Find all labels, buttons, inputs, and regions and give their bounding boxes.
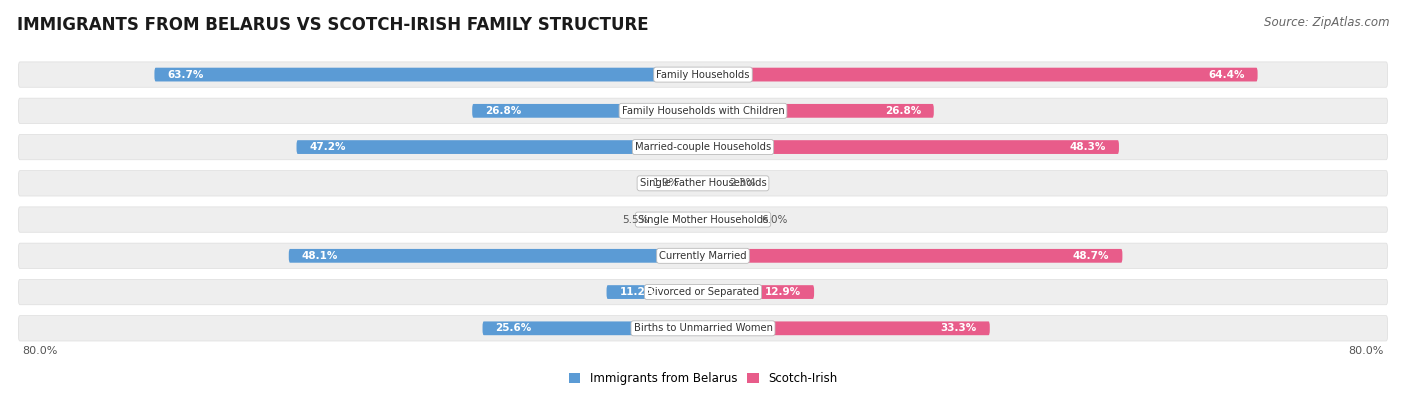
FancyBboxPatch shape [472,104,703,118]
Text: 48.1%: 48.1% [302,251,337,261]
FancyBboxPatch shape [703,177,723,190]
FancyBboxPatch shape [482,322,703,335]
Text: 26.8%: 26.8% [485,106,522,116]
FancyBboxPatch shape [703,140,1119,154]
FancyBboxPatch shape [686,177,703,190]
FancyBboxPatch shape [18,243,1388,269]
Text: Source: ZipAtlas.com: Source: ZipAtlas.com [1264,16,1389,29]
FancyBboxPatch shape [155,68,703,81]
Text: 64.4%: 64.4% [1208,70,1244,79]
Text: 25.6%: 25.6% [495,324,531,333]
Text: 48.3%: 48.3% [1070,142,1107,152]
Text: 48.7%: 48.7% [1073,251,1109,261]
FancyBboxPatch shape [703,68,1257,81]
Text: Married-couple Households: Married-couple Households [636,142,770,152]
Text: 33.3%: 33.3% [941,324,977,333]
Text: IMMIGRANTS FROM BELARUS VS SCOTCH-IRISH FAMILY STRUCTURE: IMMIGRANTS FROM BELARUS VS SCOTCH-IRISH … [17,16,648,34]
Text: 12.9%: 12.9% [765,287,801,297]
Text: 2.3%: 2.3% [730,178,756,188]
FancyBboxPatch shape [655,213,703,226]
Text: Single Mother Households: Single Mother Households [638,214,768,225]
FancyBboxPatch shape [18,134,1388,160]
FancyBboxPatch shape [18,62,1388,87]
FancyBboxPatch shape [297,140,703,154]
Text: 26.8%: 26.8% [884,106,921,116]
FancyBboxPatch shape [18,316,1388,341]
Text: 11.2%: 11.2% [620,287,655,297]
Legend: Immigrants from Belarus, Scotch-Irish: Immigrants from Belarus, Scotch-Irish [564,367,842,389]
Text: 5.5%: 5.5% [623,214,648,225]
FancyBboxPatch shape [18,98,1388,124]
FancyBboxPatch shape [703,322,990,335]
Text: 80.0%: 80.0% [1348,346,1384,356]
Text: 47.2%: 47.2% [309,142,346,152]
Text: Divorced or Separated: Divorced or Separated [647,287,759,297]
FancyBboxPatch shape [18,171,1388,196]
Text: Family Households: Family Households [657,70,749,79]
FancyBboxPatch shape [703,104,934,118]
FancyBboxPatch shape [703,249,1122,263]
Text: Births to Unmarried Women: Births to Unmarried Women [634,324,772,333]
FancyBboxPatch shape [288,249,703,263]
FancyBboxPatch shape [18,279,1388,305]
Text: Currently Married: Currently Married [659,251,747,261]
Text: 1.9%: 1.9% [654,178,679,188]
Text: 63.7%: 63.7% [167,70,204,79]
FancyBboxPatch shape [703,285,814,299]
Text: 80.0%: 80.0% [22,346,58,356]
FancyBboxPatch shape [703,213,755,226]
FancyBboxPatch shape [18,207,1388,232]
Text: Single Father Households: Single Father Households [640,178,766,188]
Text: 6.0%: 6.0% [762,214,787,225]
Text: Family Households with Children: Family Households with Children [621,106,785,116]
FancyBboxPatch shape [606,285,703,299]
